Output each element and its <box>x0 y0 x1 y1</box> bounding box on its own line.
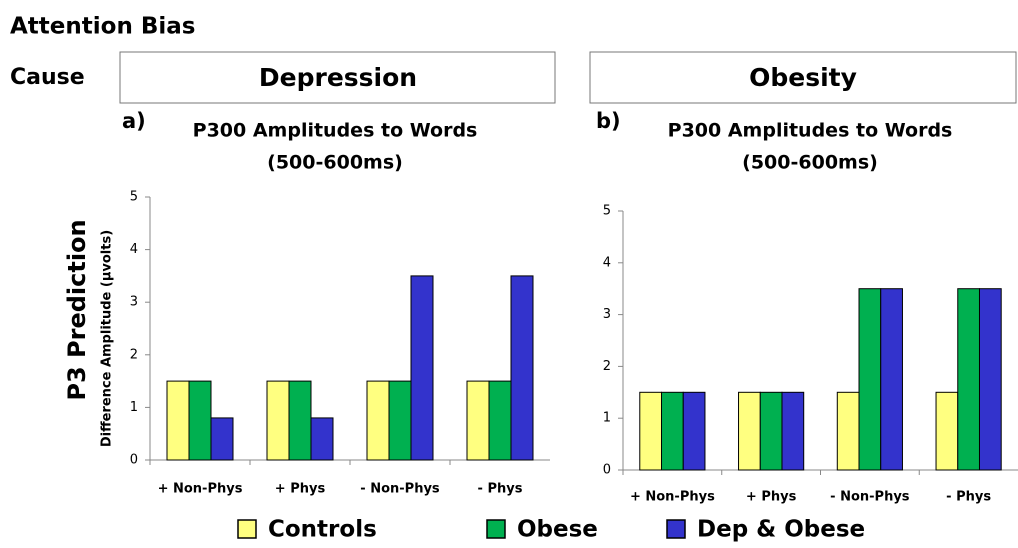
y-tick-label: 0 <box>603 463 611 478</box>
bar <box>682 391 706 471</box>
bar <box>639 391 663 471</box>
bar <box>661 391 684 471</box>
bar <box>188 380 212 461</box>
legend-label: Dep & Obese <box>697 517 865 543</box>
bar <box>166 380 190 461</box>
column-box <box>589 51 1017 104</box>
y-tick-label: 3 <box>603 307 611 322</box>
bar <box>266 380 290 461</box>
bar <box>738 391 761 471</box>
bar <box>288 380 312 461</box>
chart-subtitle: (500-600ms) <box>267 152 403 174</box>
bar <box>510 275 534 461</box>
x-tick-label: - Phys <box>946 490 991 505</box>
y-tick-label: 2 <box>603 359 611 374</box>
legend-swatch <box>237 519 257 539</box>
bar <box>935 391 959 471</box>
bar <box>210 417 234 461</box>
section-label: P3 Prediction <box>63 219 91 400</box>
panel-label: b) <box>596 109 621 133</box>
bar <box>880 288 903 471</box>
y-tick-label: 5 <box>603 204 611 219</box>
bar <box>466 380 490 461</box>
row-label: Cause <box>10 65 85 90</box>
legend-swatch <box>486 519 506 539</box>
x-tick-label: - Non-Phys <box>830 490 910 505</box>
column-box <box>119 51 556 104</box>
y-tick-label: 2 <box>130 347 138 362</box>
legend-label: Obese <box>517 517 598 543</box>
bar <box>366 380 390 461</box>
x-tick-label: - Non-Phys <box>360 482 440 497</box>
bar <box>858 288 882 471</box>
bar <box>836 391 860 471</box>
y-tick-label: 0 <box>130 453 138 468</box>
x-tick-label: + Non-Phys <box>158 482 243 497</box>
y-tick-label: 3 <box>130 295 138 310</box>
chart-title: P300 Amplitudes to Words <box>668 120 953 142</box>
bar <box>957 288 980 471</box>
x-tick-label: + Phys <box>746 490 797 505</box>
bar <box>310 417 334 461</box>
y-tick-label: 4 <box>603 255 611 270</box>
x-tick-label: + Non-Phys <box>630 490 715 505</box>
y-axis-label: Difference Amplitude (μvolts) <box>100 230 115 447</box>
bar <box>410 275 434 461</box>
bar <box>781 391 805 471</box>
y-tick-label: 5 <box>130 190 138 205</box>
panel-label: a) <box>122 109 146 133</box>
x-tick-label: + Phys <box>275 482 326 497</box>
column-header: Obesity <box>749 63 857 92</box>
chart-title: P300 Amplitudes to Words <box>193 120 478 142</box>
bar <box>759 391 783 471</box>
legend-label: Controls <box>268 517 377 543</box>
y-tick-label: 4 <box>130 242 138 257</box>
legend-swatch <box>666 519 686 539</box>
bar <box>388 380 412 461</box>
bar <box>978 288 1002 471</box>
y-tick-label: 1 <box>603 411 611 426</box>
y-tick-label: 1 <box>130 400 138 415</box>
chart-subtitle: (500-600ms) <box>742 152 878 174</box>
bar <box>488 380 512 461</box>
column-header: Depression <box>259 63 417 92</box>
slide-title: Attention Bias <box>10 14 195 40</box>
x-tick-label: - Phys <box>478 482 523 497</box>
